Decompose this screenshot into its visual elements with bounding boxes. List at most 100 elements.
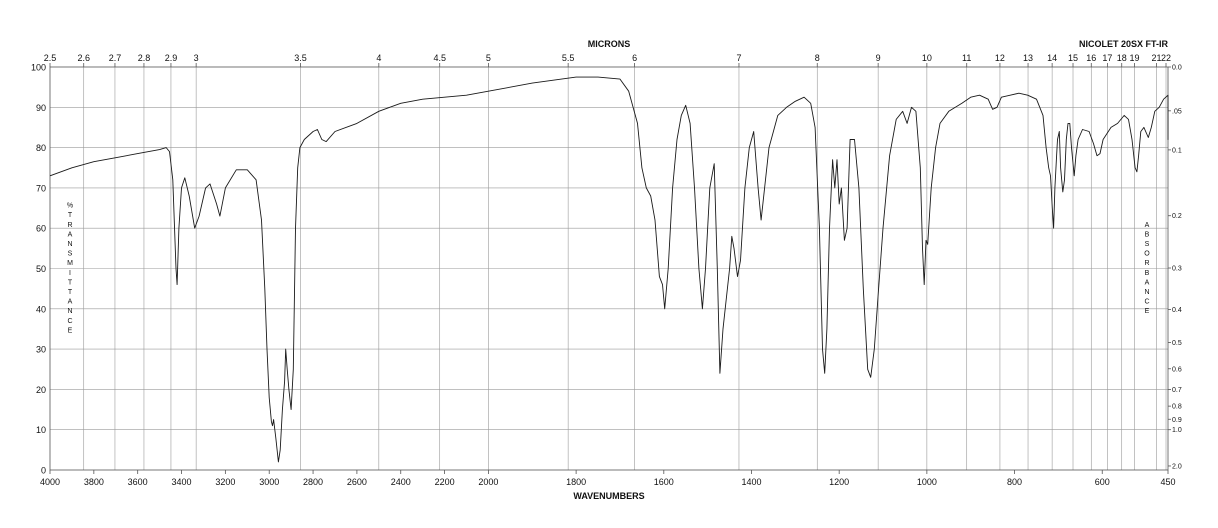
axis-title-letter: C <box>67 318 72 325</box>
wavenumber-tick-label: 2000 <box>478 477 498 487</box>
micron-tick-label: 11 <box>962 53 971 63</box>
y-tick-label: 60 <box>36 224 46 234</box>
absorbance-tick-label: 0.3 <box>1172 266 1182 273</box>
absorbance-tick-label: 0.0 <box>1172 65 1182 72</box>
micron-tick-label: 21 <box>1152 53 1162 63</box>
micron-tick-label: 9 <box>876 53 881 63</box>
micron-tick-label: 2.6 <box>77 53 90 63</box>
micron-tick-label: 2.8 <box>138 53 151 63</box>
y-tick-label: 40 <box>36 304 46 314</box>
axis-title-letter: S <box>1145 241 1150 248</box>
axis-title-letter: E <box>68 327 73 334</box>
absorbance-tick-label: 0.4 <box>1172 307 1182 314</box>
axis-title-letter: N <box>67 241 72 248</box>
wavenumber-tick-label: 1600 <box>654 477 674 487</box>
micron-tick-label: 5 <box>486 53 491 63</box>
absorbance-tick-label: 2.0 <box>1172 463 1182 470</box>
absorbance-tick-label: 0.9 <box>1172 417 1182 424</box>
axis-title-letter: O <box>1144 251 1150 258</box>
wavenumber-tick-label: 450 <box>1160 477 1175 487</box>
axis-title-letter: A <box>1145 222 1150 229</box>
absorbance-tick-label: 0.8 <box>1172 404 1182 411</box>
wavenumber-tick-label: 3400 <box>172 477 192 487</box>
wavenumber-tick-label: 3600 <box>128 477 148 487</box>
micron-tick-label: 16 <box>1086 53 1096 63</box>
wavenumber-tick-label: 1000 <box>917 477 937 487</box>
absorbance-tick-label: 0.5 <box>1172 340 1182 347</box>
wavenumber-tick-label: 3000 <box>259 477 279 487</box>
axis-title-letter: M <box>67 260 73 267</box>
axis-title-letter: C <box>1144 299 1149 306</box>
absorbance-tick-label: .05 <box>1172 108 1182 115</box>
wavenumber-tick-label: 2200 <box>435 477 455 487</box>
y-tick-label: 10 <box>36 425 46 435</box>
micron-tick-label: 6 <box>632 53 637 63</box>
axis-title-letter: A <box>68 299 73 306</box>
micron-tick-label: 13 <box>1023 53 1033 63</box>
wavenumber-tick-label: 1400 <box>741 477 761 487</box>
y-tick-label: 0 <box>41 466 46 476</box>
axis-title-letter: B <box>1145 270 1150 277</box>
axis-title-letter: N <box>1144 289 1149 296</box>
axis-title-letter: R <box>67 222 72 229</box>
axis-title-letter: T <box>68 289 73 296</box>
axis-title-letter: E <box>1145 308 1150 315</box>
axis-title-letter: R <box>1144 260 1149 267</box>
wavenumber-tick-label: 4000 <box>40 477 60 487</box>
wavenumbers-axis-label: WAVENUMBERS <box>573 491 644 501</box>
micron-tick-label: 2.9 <box>165 53 178 63</box>
micron-tick-label: 18 <box>1117 53 1127 63</box>
micron-tick-label: 19 <box>1130 53 1140 63</box>
micron-tick-label: 4 <box>376 53 381 63</box>
axis-title-letter: B <box>1145 231 1150 238</box>
y-tick-label: 80 <box>36 143 46 153</box>
micron-tick-label: 2.7 <box>109 53 122 63</box>
wavenumber-tick-label: 800 <box>1007 477 1022 487</box>
spectrum-series-line <box>49 76 1169 463</box>
micron-tick-label: 17 <box>1102 53 1112 63</box>
axis-title-letter: % <box>67 203 73 210</box>
micron-tick-label: 8 <box>815 53 820 63</box>
axis-title-letter: I <box>69 270 71 277</box>
axis-title-letter: A <box>1145 279 1150 286</box>
y-tick-label: 70 <box>36 183 46 193</box>
micron-tick-label: 15 <box>1068 53 1078 63</box>
y-tick-label: 20 <box>36 385 46 395</box>
micron-tick-label: 22 <box>1161 53 1171 63</box>
wavenumber-tick-label: 1800 <box>566 477 586 487</box>
absorbance-tick-label: 0.2 <box>1172 213 1182 220</box>
wavenumber-tick-label: 2800 <box>303 477 323 487</box>
chart-title: NICOLET 20SX FT-IR <box>1079 39 1169 49</box>
absorbance-tick-label: 0.6 <box>1172 366 1182 373</box>
micron-tick-label: 14 <box>1047 53 1057 63</box>
wavenumber-tick-label: 2600 <box>347 477 367 487</box>
axis-title-letter: S <box>68 251 73 258</box>
axis-title-letter: A <box>68 231 73 238</box>
absorbance-tick-label: 0.7 <box>1172 387 1182 394</box>
y-tick-label: 30 <box>36 345 46 355</box>
y-tick-label: 100 <box>31 63 46 73</box>
absorbance-tick-label: 0.1 <box>1172 147 1182 154</box>
micron-tick-label: 3.5 <box>294 53 307 63</box>
axis-title-letter: T <box>68 279 73 286</box>
wavenumber-tick-label: 3200 <box>215 477 235 487</box>
micron-tick-label: 12 <box>995 53 1005 63</box>
micron-tick-label: 10 <box>922 53 932 63</box>
axis-title-letter: T <box>68 212 73 219</box>
plot-frame <box>49 66 1169 471</box>
wavenumber-tick-label: 1200 <box>829 477 849 487</box>
micron-tick-label: 4.5 <box>433 53 446 63</box>
microns-axis-label: MICRONS <box>588 39 631 49</box>
y-tick-label: 90 <box>36 103 46 113</box>
micron-tick-label: 2.5 <box>44 53 57 63</box>
micron-tick-label: 3 <box>194 53 199 63</box>
micron-tick-label: 5.5 <box>562 53 575 63</box>
wavenumber-tick-label: 600 <box>1095 477 1110 487</box>
axis-title-letter: N <box>67 308 72 315</box>
wavenumber-tick-label: 2400 <box>391 477 411 487</box>
micron-tick-label: 7 <box>736 53 741 63</box>
wavenumber-tick-label: 3800 <box>84 477 104 487</box>
